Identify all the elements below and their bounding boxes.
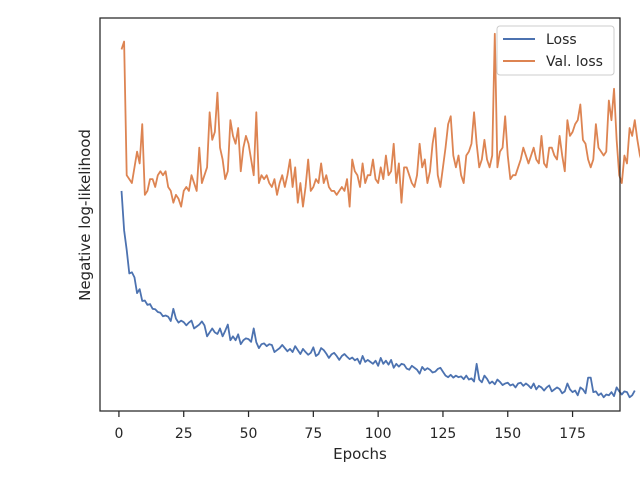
x-tick-label: 100	[365, 426, 392, 442]
legend-label-loss: Loss	[546, 32, 577, 48]
x-axis-ticks: 0 25 50 75 100 125 150 175	[114, 411, 586, 442]
x-axis-label: Epochs	[333, 445, 387, 463]
plot-frame	[99, 17, 621, 412]
plot-area	[100, 18, 620, 411]
series-line-loss	[120, 190, 636, 399]
series-layer	[120, 32, 640, 399]
x-tick-label: 75	[304, 426, 322, 442]
legend-label-val-loss: Val. loss	[546, 54, 603, 70]
legend: Loss Val. loss	[496, 25, 615, 76]
series-line-val-loss	[120, 32, 640, 208]
x-tick-label: 150	[494, 426, 521, 442]
x-tick-label: 50	[240, 426, 258, 442]
y-axis-label: Negative log-likelihood	[76, 129, 94, 301]
x-tick-label: 25	[175, 426, 193, 442]
x-tick-label: 125	[430, 426, 457, 442]
x-tick-label: 175	[559, 426, 586, 442]
x-tick-label: 0	[114, 426, 123, 442]
